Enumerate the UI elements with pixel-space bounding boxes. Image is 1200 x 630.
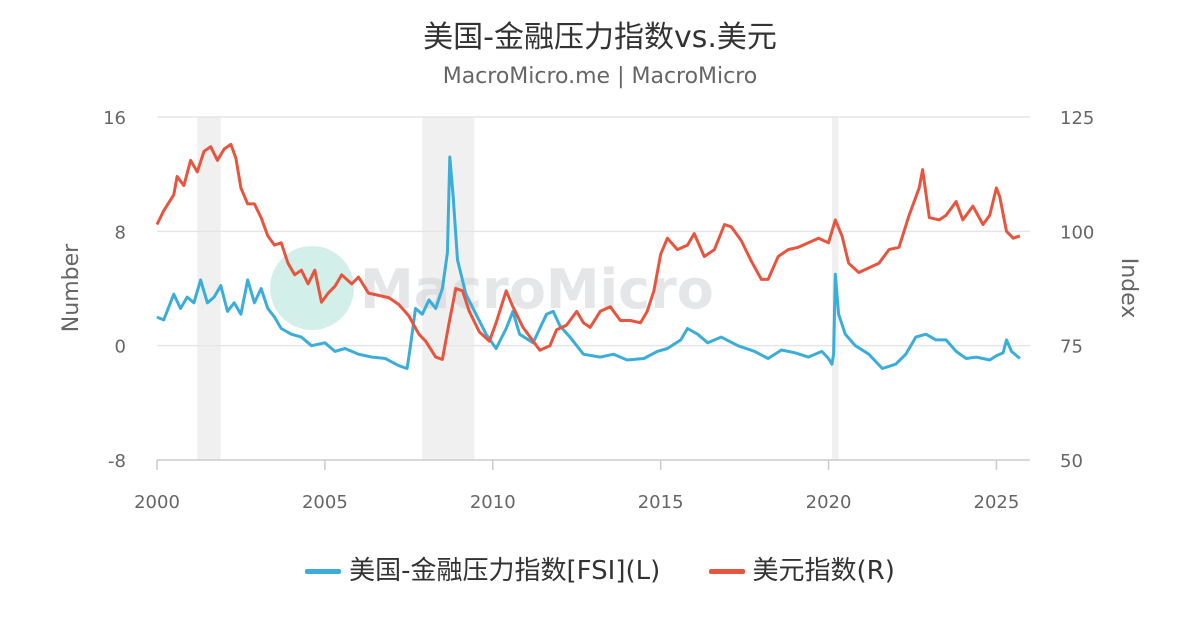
recession-band-0: [197, 117, 221, 460]
series-line-dxy[interactable]: [155, 142, 1021, 361]
watermark-text: MacroMicro: [360, 258, 714, 321]
x-tick-label: 2010: [470, 492, 516, 513]
y-right-tick-label: 125: [1060, 108, 1094, 129]
y-right-tick-label: 100: [1060, 222, 1094, 243]
chart-subtitle: MacroMicro.me | MacroMicro: [442, 64, 758, 89]
x-tick-label: 2020: [806, 492, 852, 513]
legend-label-fsi: 美国-金融压力指数[FSI](L): [349, 556, 661, 586]
legend: 美国-金融压力指数[FSI](L) 美元指数(R): [0, 550, 1200, 587]
x-tick-label: 2015: [638, 492, 684, 513]
legend-label-dxy: 美元指数(R): [752, 556, 895, 586]
legend-swatch-dxy: [708, 569, 745, 574]
x-tick-label: 2005: [302, 492, 348, 513]
y-right-tick-label: 50: [1060, 451, 1083, 472]
y-axis-left-title: Number: [59, 243, 84, 332]
x-tick-label: 2000: [134, 492, 180, 513]
y-axis-left: 16 8 0 -8: [103, 108, 126, 472]
legend-item-dxy[interactable]: 美元指数(R): [708, 550, 895, 587]
legend-swatch-fsi: [305, 569, 342, 574]
legend-item-fsi[interactable]: 美国-金融压力指数[FSI](L): [305, 550, 660, 587]
y-axis-right-title: Index: [1116, 258, 1141, 319]
watermark: MacroMicro: [270, 246, 714, 330]
y-left-tick-label: -8: [108, 451, 126, 472]
y-left-tick-label: 16: [103, 108, 126, 129]
gridlines: [157, 116, 1030, 461]
watermark-logo-icon: [270, 246, 354, 330]
y-left-tick-label: 0: [115, 337, 126, 358]
y-axis-right: 125 100 75 50: [1060, 108, 1094, 472]
series-lines: [155, 142, 1021, 370]
x-axis: 2000 2005 2010 2015 2020 2025: [134, 460, 1019, 513]
y-left-tick-label: 8: [115, 222, 126, 243]
y-right-tick-label: 75: [1060, 337, 1083, 358]
chart-title: 美国-金融压力指数vs.美元: [423, 20, 777, 55]
x-tick-label: 2025: [974, 492, 1020, 513]
